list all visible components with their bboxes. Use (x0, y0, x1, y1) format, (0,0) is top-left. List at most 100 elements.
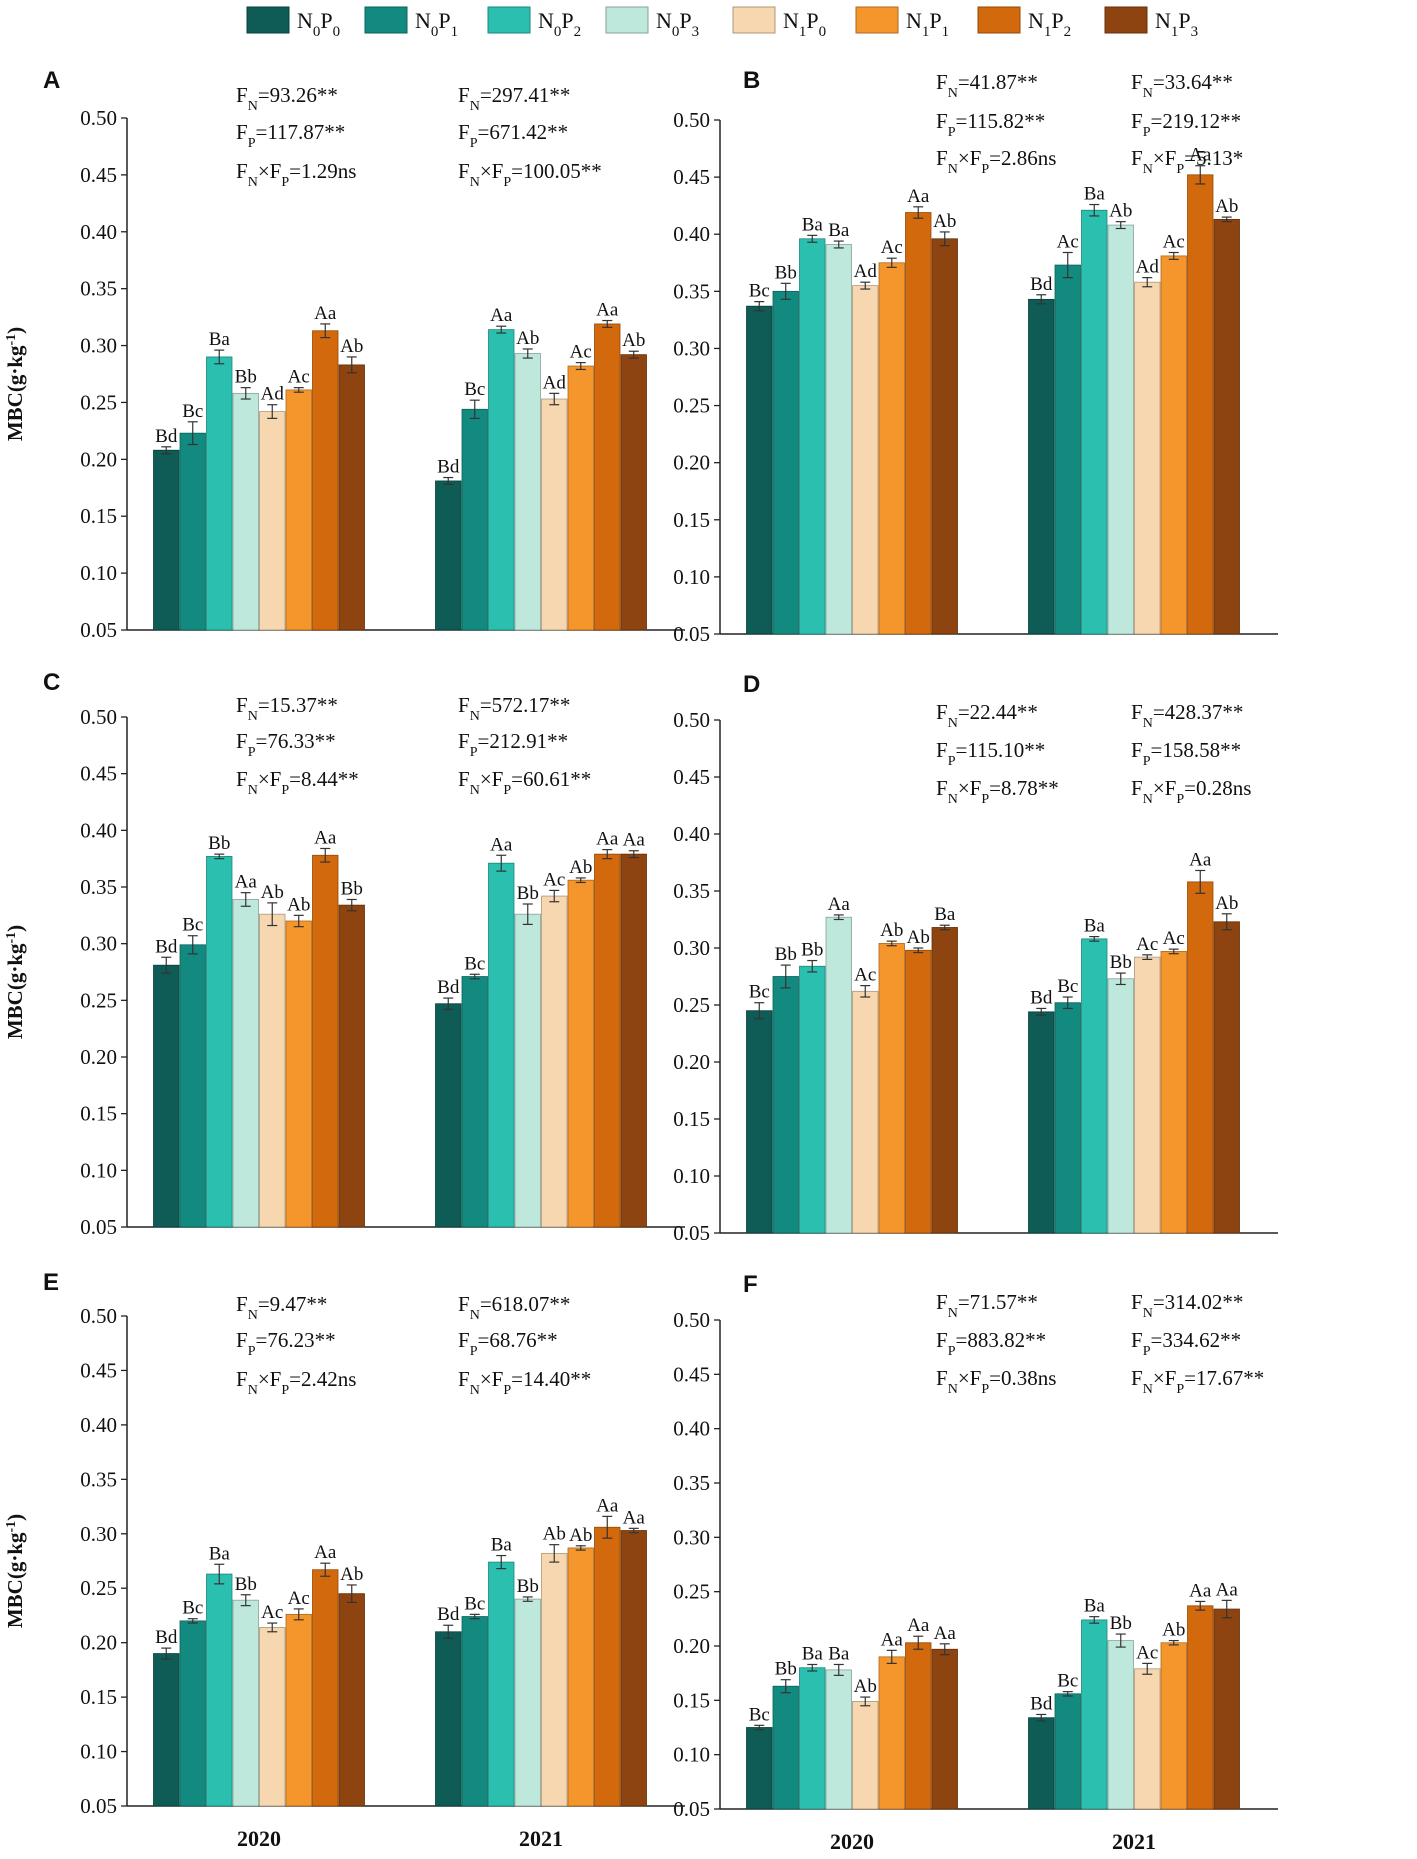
bar-2020-n1p2 (905, 212, 932, 635)
bar-2020-n1p3 (338, 364, 365, 631)
significance-label: Bb (775, 1659, 797, 1680)
significance-label: Aa (623, 1507, 646, 1528)
panel-d: D 0.05 0.10 0.15 0.20 0.25 0.30 0.35 0.40 0.45 0.5… (673, 671, 1278, 1245)
bar-2021-n0p2 (1081, 209, 1108, 635)
bar-2020-n1p3 (931, 1648, 958, 1810)
significance-label: Ad (1136, 257, 1160, 278)
bar-2021-n0p1 (461, 1616, 488, 1807)
legend-label-n0p3: N0P3 (656, 8, 699, 40)
significance-label: Bb (235, 1574, 257, 1595)
y-tick-label: 0.50 (673, 1308, 710, 1332)
bar-2021-n0p2 (488, 862, 515, 1228)
significance-label: Aa (314, 303, 337, 324)
significance-label: Ab (1215, 196, 1238, 217)
bar-2021-n1p1 (1160, 1642, 1187, 1810)
y-tick-label: 0.45 (673, 165, 710, 189)
significance-label: Bd (437, 977, 460, 998)
significance-label: Ba (1084, 184, 1106, 205)
bar-2020-n1p1 (878, 262, 905, 635)
significance-label: Ac (288, 1588, 310, 1609)
panel-letter: A (43, 67, 60, 94)
stat-fnxfp: FN×FP=60.61** (458, 767, 591, 798)
significance-label: Bc (182, 915, 203, 936)
significance-label: Ad (854, 261, 878, 282)
bar-2021-n1p3 (1213, 1608, 1240, 1810)
y-tick-label: 0.35 (80, 277, 117, 301)
bar-2021-n0p3 (1107, 224, 1134, 635)
y-tick-label: 0.40 (673, 822, 710, 846)
bar-2020-n1p1 (285, 920, 312, 1228)
bar-2021-n0p1 (461, 976, 488, 1228)
bar-2020-n0p1 (179, 432, 206, 631)
y-tick-label: 0.50 (80, 1304, 117, 1328)
stat-fn: FN=618.07** (458, 1292, 570, 1323)
significance-label: Ab (543, 1524, 566, 1545)
y-tick-label: 0.05 (80, 618, 117, 642)
bar-2021-n1p2 (1187, 881, 1214, 1234)
significance-label: Aa (490, 305, 513, 326)
panel-c: C 0.05 0.10 0.15 0.20 0.25 0.30 0.35 0.40 0.45 0.5… (3, 669, 685, 1239)
significance-label: Bc (464, 379, 485, 400)
y-tick-label: 0.45 (80, 762, 117, 786)
stat-fn: FN=41.87** (936, 70, 1038, 101)
legend-label-n1p3: N1P3 (1155, 8, 1198, 40)
significance-label: Bd (155, 426, 178, 447)
significance-label: Ac (261, 1602, 283, 1623)
bar-2020-n0p0 (153, 964, 180, 1228)
bar-2020-n0p2 (206, 1573, 233, 1807)
significance-label: Ab (1215, 893, 1238, 914)
significance-label: Ac (1136, 934, 1158, 955)
bar-2020-n1p2 (905, 1642, 932, 1810)
bar-2020-n0p1 (179, 1620, 206, 1807)
y-tick-label: 0.20 (673, 451, 710, 475)
stat-fp: FP=117.87** (236, 120, 345, 151)
significance-label: Bb (801, 940, 823, 961)
significance-label: Ab (854, 1676, 877, 1697)
y-tick-label: 0.10 (80, 561, 117, 585)
stat-fn: FN=71.57** (936, 1290, 1038, 1321)
y-tick-label: 0.40 (673, 222, 710, 246)
bar-2020-n1p0 (852, 990, 879, 1234)
bar-2020-n0p1 (179, 944, 206, 1228)
y-tick-label: 0.20 (80, 447, 117, 471)
y-tick-label: 0.10 (80, 1158, 117, 1182)
y-tick-label: 0.40 (80, 818, 117, 842)
y-tick-label: 0.30 (673, 936, 710, 960)
significance-label: Ab (287, 894, 310, 915)
bar-2020-n0p2 (799, 238, 826, 635)
bar-2021-n0p0 (435, 1631, 462, 1807)
significance-label: Bc (464, 953, 485, 974)
bar-2020-n1p1 (878, 1656, 905, 1810)
significance-label: Aa (596, 829, 619, 850)
stat-fn: FN=93.26** (236, 83, 338, 114)
significance-label: Ab (516, 328, 539, 349)
significance-label: Ab (622, 330, 645, 351)
significance-label: Bb (1110, 1613, 1132, 1634)
significance-label: Ba (828, 220, 850, 241)
bar-2021-n1p2 (1187, 1605, 1214, 1810)
legend-label-n0p1: N0P1 (415, 8, 458, 40)
stat-fn: FN=297.41** (458, 83, 570, 114)
significance-label: Ab (569, 857, 592, 878)
stat-fp: FP=212.91** (458, 729, 568, 760)
bar-2021-n0p0 (435, 480, 462, 631)
significance-label: Aa (623, 830, 646, 851)
y-tick-label: 0.35 (673, 279, 710, 303)
significance-label: Aa (1216, 1579, 1239, 1600)
y-tick-label: 0.25 (80, 988, 117, 1012)
significance-label: Bb (517, 1576, 539, 1597)
significance-label: Bb (775, 944, 797, 965)
bar-2021-n1p0 (541, 895, 568, 1228)
panel-e: E 0.05 0.10 0.15 0.20 0.25 0.30 0.35 0.40 0.45 0.5… (3, 1269, 685, 1851)
stat-fnxfp: FN×FP=0.28ns (1131, 776, 1251, 807)
panel-b: B 0.05 0.10 0.15 0.20 0.25 0.30 0.35 0.40 0.45 0.5… (673, 67, 1278, 646)
significance-label: Bd (437, 457, 460, 478)
bar-2021-n1p1 (1160, 255, 1187, 635)
significance-label: Ab (261, 882, 284, 903)
significance-label: Bc (464, 1593, 485, 1614)
bar-2020-n0p3 (232, 392, 259, 631)
bar-2021-n0p2 (1081, 938, 1108, 1234)
significance-label: Aa (596, 300, 619, 321)
significance-label: Ba (828, 1643, 850, 1664)
significance-label: Bc (749, 982, 770, 1003)
